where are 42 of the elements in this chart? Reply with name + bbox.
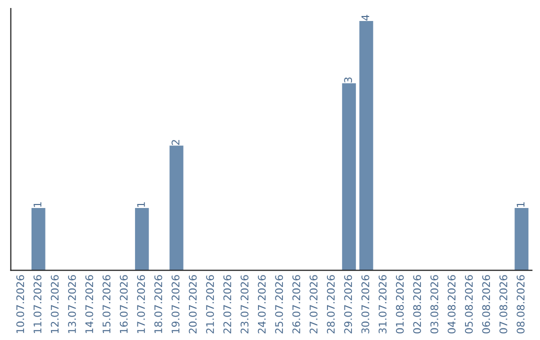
x-tick-label: 23.07.2026 <box>240 275 248 334</box>
x-tick-label: 29.07.2026 <box>344 275 352 334</box>
x-tick-label: 02.08.2026 <box>413 275 422 334</box>
bar <box>135 208 149 270</box>
x-tick-label: 01.08.2026 <box>396 275 404 334</box>
x-tick-label: 15.07.2026 <box>102 275 110 333</box>
x-tick-label: 19.07.2026 <box>172 275 180 333</box>
x-tick-label: 18.07.2026 <box>154 275 162 333</box>
x-tick-label: 30.07.2026 <box>361 275 370 334</box>
x-tick-label: 11.07.2026 <box>34 275 42 333</box>
x-tick-label: 26.07.2026 <box>292 275 300 334</box>
x-tick-label: 28.07.2026 <box>326 275 335 334</box>
bar <box>342 83 356 270</box>
data-label: 1 <box>516 202 524 207</box>
x-tick-label: 21.07.2026 <box>206 275 214 334</box>
x-tick-label: 12.07.2026 <box>50 275 59 333</box>
x-tick-label: 17.07.2026 <box>137 275 145 333</box>
x-tick-label: 31.07.2026 <box>378 275 387 334</box>
data-label: 4 <box>362 14 370 20</box>
bar <box>32 208 46 270</box>
data-label: 1 <box>34 202 42 207</box>
bar <box>359 20 374 270</box>
x-tick-label: 04.08.2026 <box>448 275 456 334</box>
data-label: 2 <box>172 140 180 145</box>
x-tick-label: 16.07.2026 <box>120 275 128 333</box>
x-tick-label: 10.07.2026 <box>16 275 24 333</box>
x-tick-label: 06.08.2026 <box>482 275 490 334</box>
data-label: 3 <box>344 78 352 83</box>
bar <box>170 146 184 270</box>
data-label: 1 <box>137 202 145 207</box>
x-tick-label: 25.07.2026 <box>275 275 283 334</box>
x-tick-label: 22.07.2026 <box>223 275 232 334</box>
x-tick-label: 14.07.2026 <box>85 275 94 333</box>
x-tick-label: 05.08.2026 <box>464 275 473 334</box>
x-tick-label: 08.08.2026 <box>516 275 525 334</box>
x-tick-label: 07.08.2026 <box>499 275 508 334</box>
x-tick-label: 20.07.2026 <box>188 275 197 334</box>
x-tick-label: 13.07.2026 <box>68 275 76 333</box>
x-tick-label: 03.08.2026 <box>430 275 438 334</box>
bar <box>514 208 528 270</box>
x-tick-label: 24.07.2026 <box>258 275 266 334</box>
x-tick-label: 27.07.2026 <box>310 275 318 334</box>
